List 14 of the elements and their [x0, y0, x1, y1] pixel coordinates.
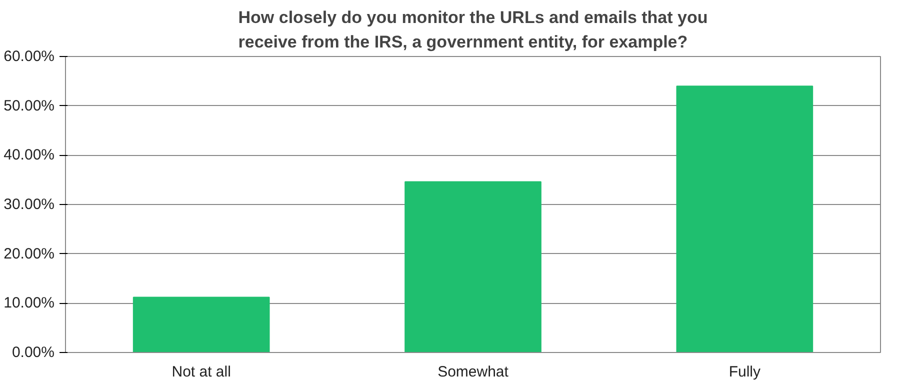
x-tick-label: Somewhat	[438, 364, 510, 380]
bar	[676, 86, 814, 352]
bar	[132, 296, 270, 352]
bar	[404, 181, 542, 352]
chart-title: How closely do you monitor the URLs and emails that you receive from the IRS, a government entity, for example?	[238, 8, 708, 52]
y-tick-label: 0.00%	[12, 344, 55, 361]
y-tick-label: 40.00%	[4, 146, 54, 164]
x-tick-label: Not at all	[172, 364, 231, 380]
y-tick-label: 20.00%	[4, 245, 54, 262]
y-tick-label: 50.00%	[4, 97, 54, 114]
y-tick-label: 10.00%	[4, 294, 54, 312]
y-tick-label: 30.00%	[4, 196, 54, 213]
x-tick-label: Fully	[728, 364, 761, 380]
y-tick-label: 60.00%	[4, 48, 54, 65]
